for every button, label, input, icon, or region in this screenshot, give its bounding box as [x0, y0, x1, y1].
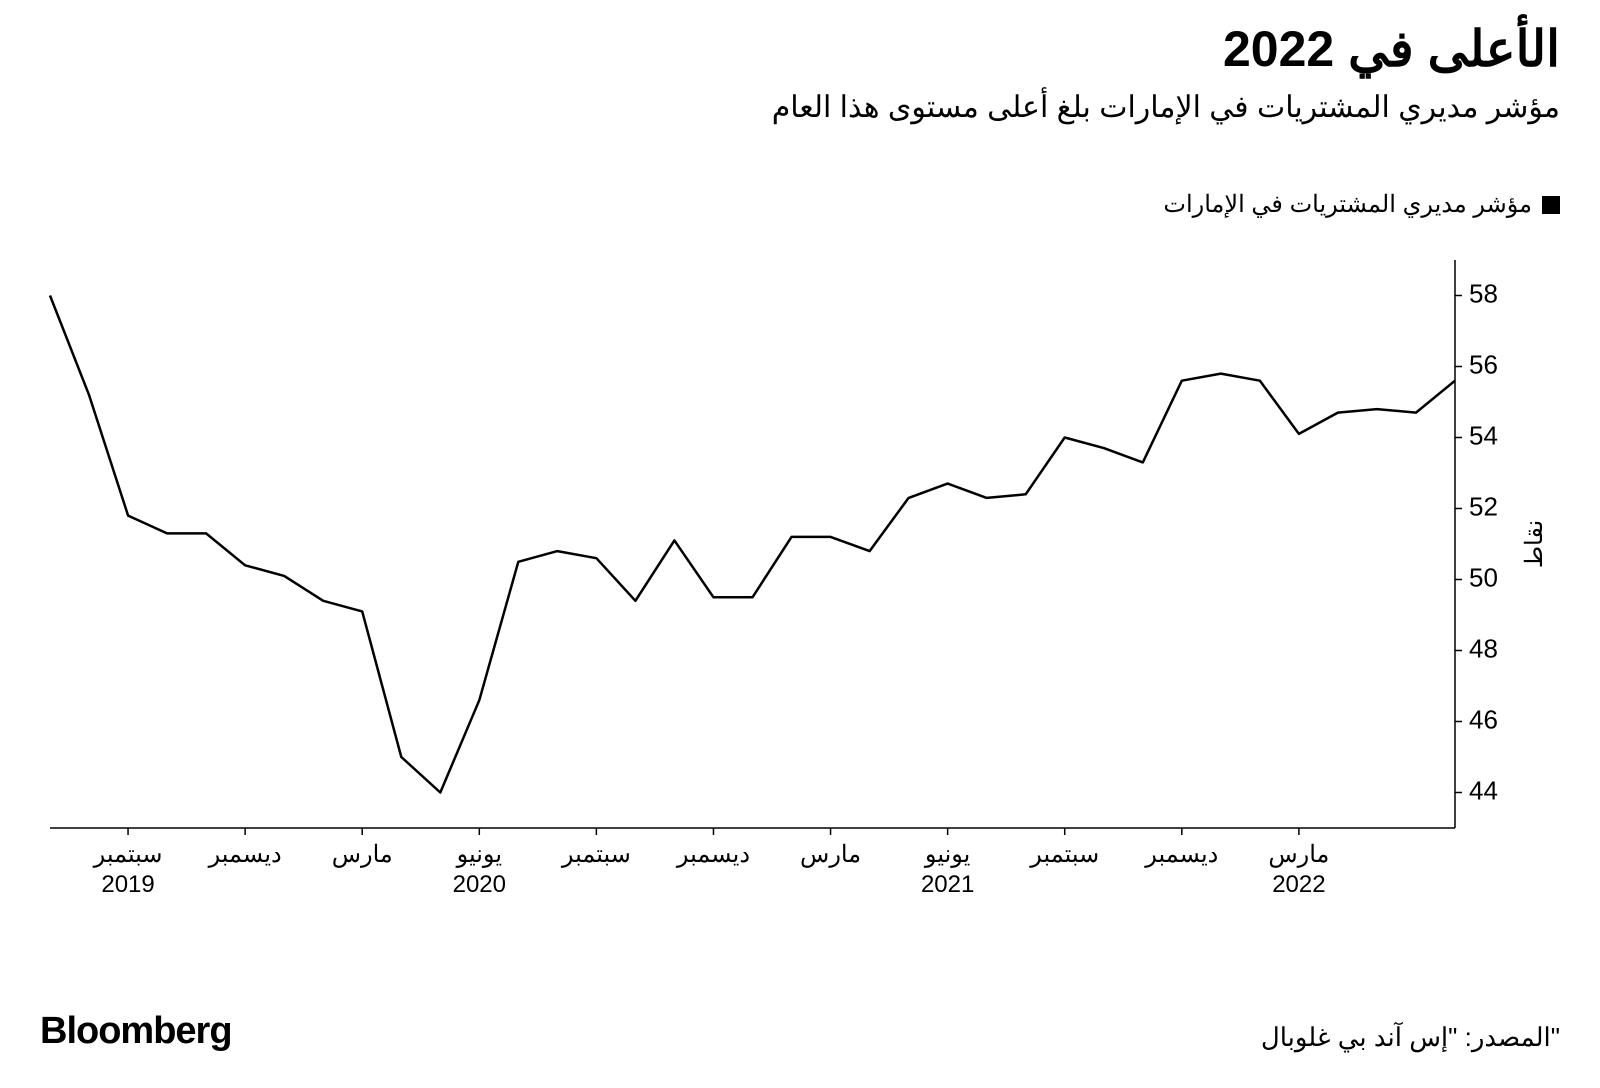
chart-title: الأعلى في 2022 — [40, 20, 1560, 78]
x-tick-month: سبتمبر — [1029, 841, 1099, 868]
chart-legend: مؤشر مديري المشتريات في الإمارات — [1163, 190, 1560, 219]
y-axis-label: نقاط — [1521, 520, 1548, 568]
legend-label: مؤشر مديري المشتريات في الإمارات — [1163, 190, 1532, 219]
pmi-line-series — [50, 296, 1455, 793]
source-text: المصدر: "إس آند بي غلوبال" — [1261, 1022, 1560, 1053]
x-tick-month: مارس — [1268, 841, 1329, 868]
x-tick-month: مارس — [332, 841, 393, 868]
y-tick-label: 56 — [1469, 349, 1498, 379]
chart-footer: Bloomberg المصدر: "إس آند بي غلوبال" — [40, 1010, 1560, 1053]
chart-area: 44 46 48 50 52 54 56 58 نقاط سبتمبر 2019 ديسمبر مارس… — [40, 255, 1560, 918]
chart-subtitle: مؤشر مديري المشتريات في الإمارات بلغ أعل… — [40, 90, 1560, 125]
y-tick-label: 46 — [1469, 704, 1498, 734]
y-tick-label: 54 — [1469, 420, 1498, 450]
x-tick-year: 2020 — [453, 871, 506, 898]
y-tick-label: 52 — [1469, 491, 1498, 521]
line-chart: 44 46 48 50 52 54 56 58 نقاط سبتمبر 2019 ديسمبر مارس… — [40, 255, 1560, 918]
x-tick-month: سبتمبر — [93, 841, 163, 868]
chart-header: الأعلى في 2022 مؤشر مديري المشتريات في ا… — [40, 20, 1560, 125]
x-tick-month: يونيو — [456, 841, 502, 868]
x-tick-month: سبتمبر — [561, 841, 631, 868]
brand-logo: Bloomberg — [40, 1010, 232, 1053]
x-tick-year: 2021 — [921, 871, 974, 898]
legend-swatch — [1542, 196, 1560, 214]
y-tick-label: 50 — [1469, 562, 1498, 592]
x-tick-month: يونيو — [924, 841, 970, 868]
x-tick-month: ديسمبر — [1144, 841, 1218, 868]
y-tick-label: 48 — [1469, 633, 1498, 663]
x-tick-month: ديسمبر — [676, 841, 750, 868]
y-tick-label: 58 — [1469, 278, 1498, 308]
x-tick-year: 2022 — [1272, 871, 1325, 898]
x-tick-year: 2019 — [101, 871, 154, 898]
x-tick-month: ديسمبر — [208, 841, 282, 868]
x-tick-month: مارس — [800, 841, 861, 868]
y-tick-label: 44 — [1469, 775, 1498, 805]
